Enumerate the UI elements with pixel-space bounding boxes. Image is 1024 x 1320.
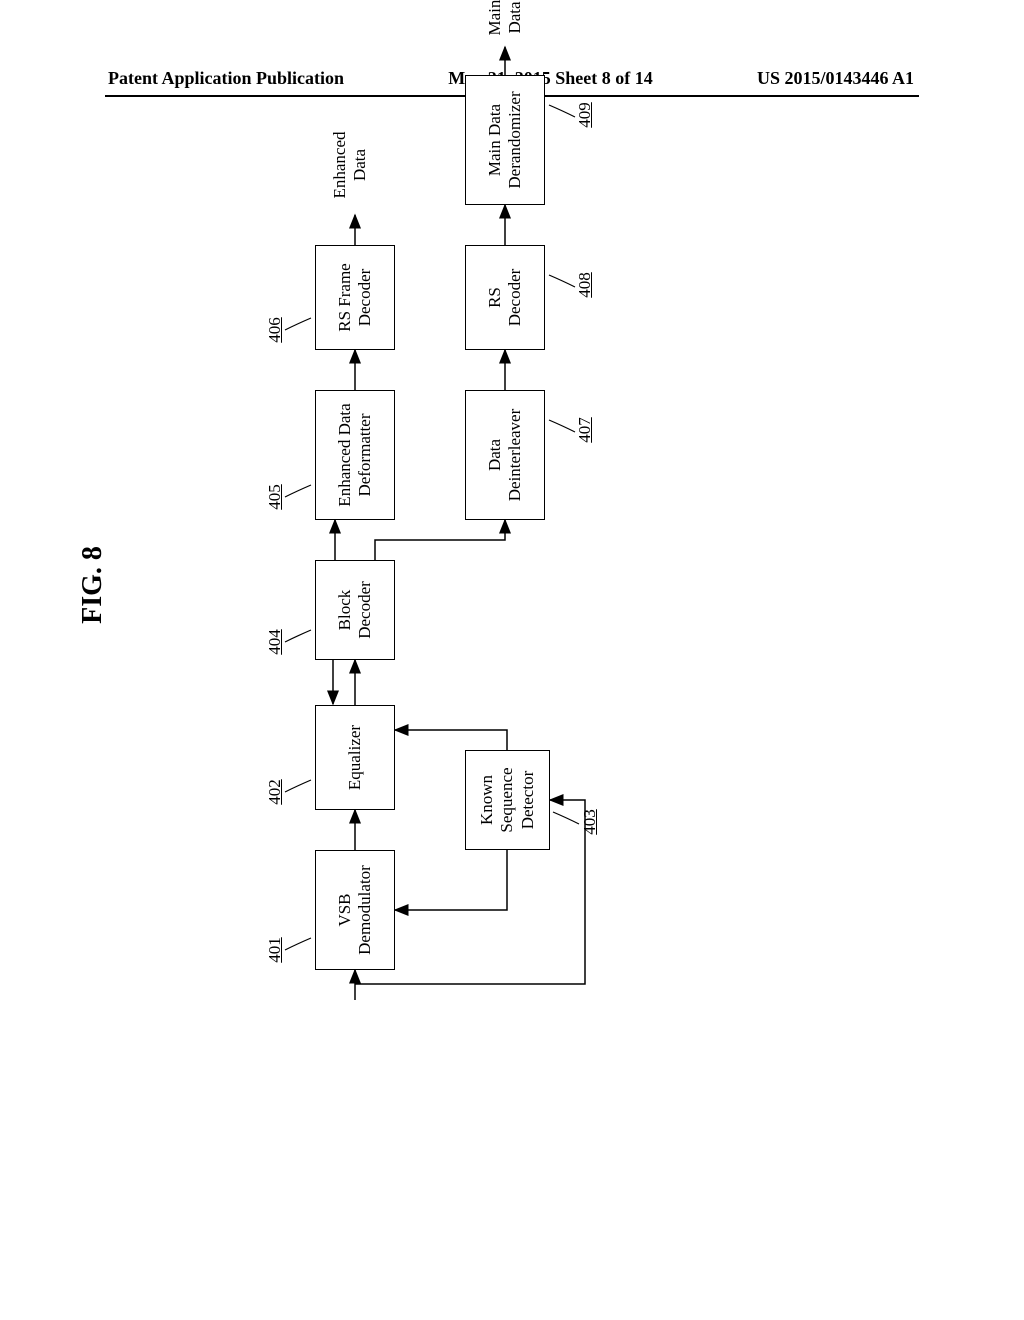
block-main-data-derandomizer: Main DataDerandomizer: [465, 75, 545, 205]
figure-title: FIG. 8: [77, 190, 109, 980]
block-vsb-demodulator: VSBDemodulator: [315, 850, 395, 970]
block-data-deinterleaver: DataDeinterleaver: [465, 390, 545, 520]
ref-404: 404: [265, 622, 285, 662]
block-enhanced-data-deformatter: Enhanced DataDeformatter: [315, 390, 395, 520]
output-main-data: MainData: [485, 0, 526, 45]
ref-402: 402: [265, 772, 285, 812]
block-known-sequence-detector: KnownSequenceDetector: [465, 750, 550, 850]
ref-405: 405: [265, 477, 285, 517]
block-equalizer: Equalizer: [315, 705, 395, 810]
block-block-decoder: BlockDecoder: [315, 560, 395, 660]
block-rs-frame-decoder: RS FrameDecoder: [315, 245, 395, 350]
figure-8-diagram: FIG. 8: [115, 190, 1024, 980]
ref-408: 408: [575, 265, 595, 305]
block-rs-decoder: RSDecoder: [465, 245, 545, 350]
ref-403: 403: [580, 802, 600, 842]
ref-409: 409: [575, 95, 595, 135]
ref-407: 407: [575, 410, 595, 450]
ref-406: 406: [265, 310, 285, 350]
ref-401: 401: [265, 930, 285, 970]
output-enhanced-data: EnhancedData: [330, 120, 371, 210]
